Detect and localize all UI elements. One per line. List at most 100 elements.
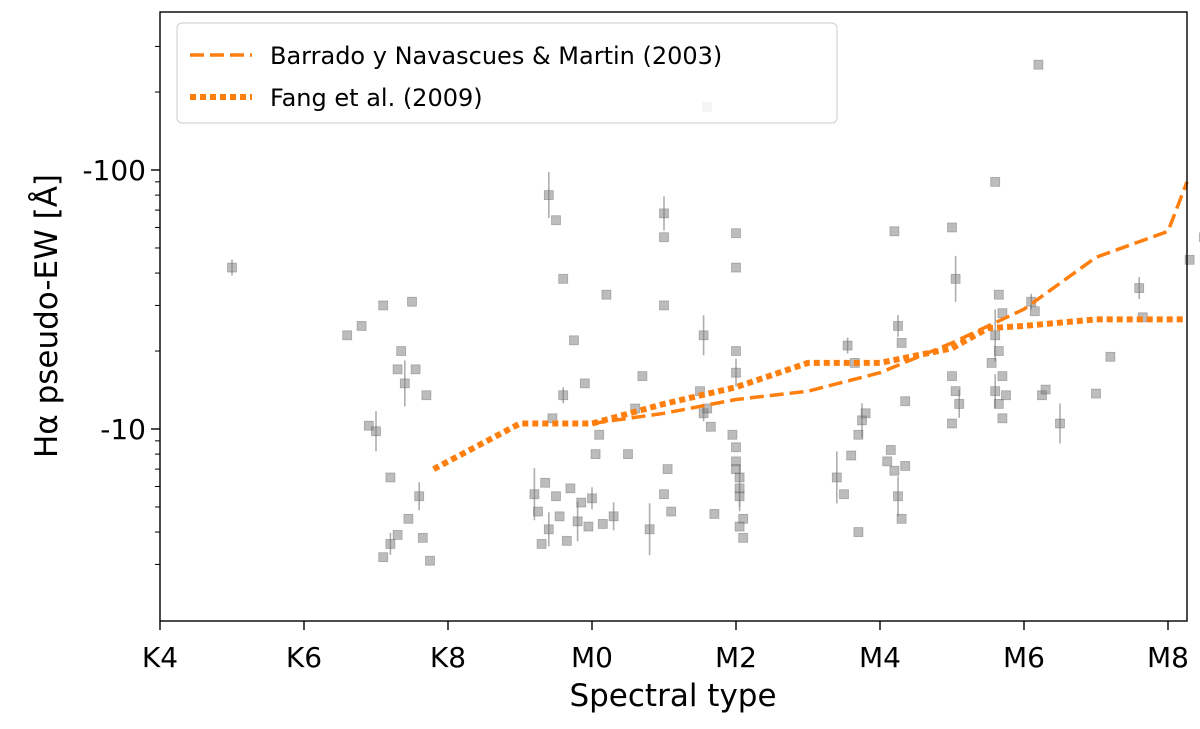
data-point xyxy=(709,509,720,519)
data-point xyxy=(356,321,367,331)
data-point xyxy=(839,489,849,500)
data-point xyxy=(731,367,741,378)
legend: Barrado y Navascues & Martin (2003) Fang… xyxy=(176,22,838,124)
data-point xyxy=(533,506,543,517)
data-point xyxy=(590,449,601,459)
data-point xyxy=(392,530,403,540)
data-point xyxy=(731,262,741,273)
data-point xyxy=(666,506,677,517)
data-point xyxy=(734,483,745,494)
y-axis-ticks: -100 -10 xyxy=(82,45,160,565)
data-point xyxy=(853,429,864,440)
data-point xyxy=(371,426,381,437)
data-point xyxy=(734,521,745,532)
data-point xyxy=(1033,59,1044,70)
data-point xyxy=(561,535,572,546)
data-point xyxy=(608,511,619,522)
data-point xyxy=(727,429,738,440)
data-point xyxy=(662,464,673,475)
data-point xyxy=(893,491,903,502)
data-point xyxy=(569,335,579,346)
data-point xyxy=(536,539,547,549)
y-axis-title: Hα pseudo-EW [Å] xyxy=(29,174,65,458)
data-point xyxy=(947,371,957,382)
y-tick-label: -100 xyxy=(82,154,146,187)
data-point xyxy=(831,472,842,483)
data-point xyxy=(540,477,551,488)
data-point xyxy=(731,442,741,453)
data-point xyxy=(417,532,428,543)
x-axis-title: Spectral type xyxy=(569,678,776,714)
data-point xyxy=(543,524,554,535)
data-point xyxy=(579,378,590,389)
reference-lines xyxy=(432,181,1189,472)
data-point xyxy=(889,226,900,237)
data-point xyxy=(986,357,997,368)
plot-frame xyxy=(159,11,1188,622)
data-point xyxy=(1029,306,1040,317)
x-tick-label: K4 xyxy=(142,641,178,674)
data-point xyxy=(529,489,540,500)
data-point xyxy=(551,491,561,502)
data-point xyxy=(659,208,669,219)
data-point xyxy=(543,190,554,200)
data-point xyxy=(385,539,396,549)
x-tick-label: M4 xyxy=(859,641,901,674)
data-point xyxy=(947,222,957,233)
data-point xyxy=(947,418,957,429)
data-point xyxy=(853,527,864,537)
data-point xyxy=(950,273,961,284)
data-point xyxy=(342,330,353,341)
data-point xyxy=(1091,388,1101,399)
y-tick-label: -10 xyxy=(100,413,146,446)
data-point xyxy=(993,289,1004,300)
data-point xyxy=(702,403,713,414)
data-point xyxy=(378,300,389,311)
data-point xyxy=(882,456,893,467)
x-tick-label: M2 xyxy=(715,641,757,674)
data-point xyxy=(1055,418,1065,429)
data-point xyxy=(734,472,745,483)
data-point xyxy=(659,489,669,500)
data-point xyxy=(1040,384,1051,395)
data-point xyxy=(893,321,903,331)
data-point xyxy=(554,511,565,522)
data-point xyxy=(385,472,396,483)
data-point xyxy=(587,493,597,504)
data-point xyxy=(597,519,608,529)
data-point xyxy=(950,386,961,397)
data-point xyxy=(576,497,587,508)
data-point xyxy=(993,346,1004,356)
data-point xyxy=(659,300,669,311)
x-tick-label: M6 xyxy=(1003,641,1045,674)
data-point xyxy=(990,176,1001,187)
data-point xyxy=(392,364,403,375)
data-point xyxy=(227,262,237,273)
data-point xyxy=(1105,351,1116,362)
legend-box xyxy=(176,22,838,124)
x-tick-label: K8 xyxy=(430,641,466,674)
data-point xyxy=(990,330,1001,341)
data-point xyxy=(637,371,648,382)
data-point xyxy=(885,445,896,455)
data-point xyxy=(551,215,561,226)
data-point xyxy=(623,449,633,459)
data-point xyxy=(1001,390,1011,401)
data-point xyxy=(997,371,1008,382)
x-tick-label: K6 xyxy=(286,641,322,674)
legend-label-barrado: Barrado y Navascues & Martin (2003) xyxy=(270,42,722,70)
data-point xyxy=(363,420,374,431)
data-point xyxy=(698,330,709,341)
data-point xyxy=(410,364,421,375)
legend-label-fang: Fang et al. (2009) xyxy=(270,84,483,112)
x-axis-ticks: K4 K6 K8 M0 M2 M4 M6 M8 xyxy=(142,621,1189,674)
data-point xyxy=(407,296,417,307)
data-point xyxy=(900,461,911,471)
data-point xyxy=(1184,254,1195,265)
data-point xyxy=(954,399,965,409)
data-point xyxy=(425,555,435,566)
data-point xyxy=(583,521,594,532)
data-point xyxy=(399,378,410,389)
data-point xyxy=(731,346,741,356)
